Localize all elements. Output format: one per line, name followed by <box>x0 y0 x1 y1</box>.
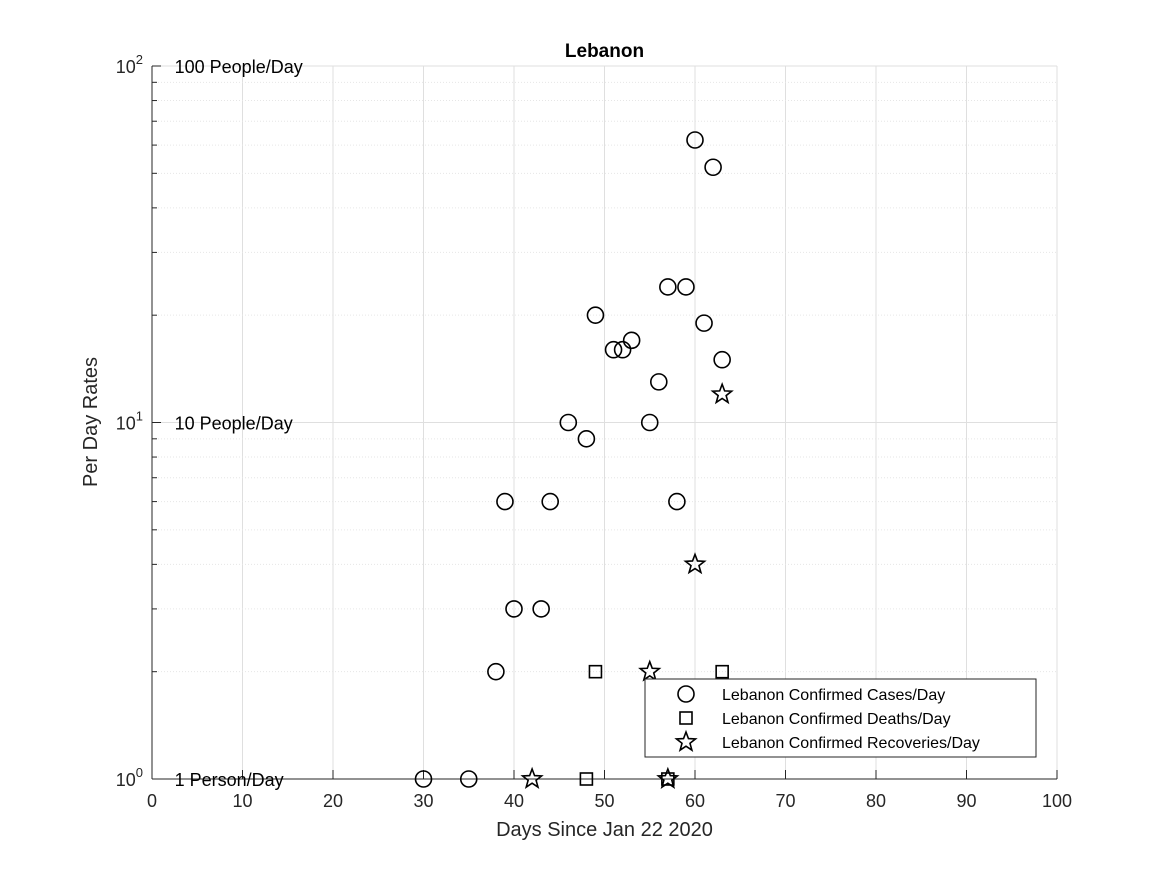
data-point-circle <box>613 340 632 359</box>
chart-title: Lebanon <box>565 41 644 62</box>
data-point-star <box>710 381 734 405</box>
data-point-star <box>638 659 662 682</box>
data-point-circle <box>668 492 686 511</box>
data-point-circle <box>640 413 659 432</box>
y-tick-label: 100 <box>116 765 143 790</box>
x-tick-label: 50 <box>594 791 614 811</box>
data-point-star <box>656 766 680 789</box>
data-point-circle <box>496 492 514 511</box>
data-point-circle <box>577 430 596 448</box>
x-tick-label: 60 <box>685 791 705 811</box>
data-point-circle <box>649 373 668 391</box>
data-point-circle <box>622 331 641 350</box>
legend-entry-label: Lebanon Confirmed Cases/Day <box>722 687 945 704</box>
y-tick-label: 102 <box>116 52 143 77</box>
x-axis-label: Days Since Jan 22 2020 <box>496 819 713 841</box>
x-tick-label: 40 <box>504 791 524 811</box>
x-tick-label: 30 <box>413 791 433 811</box>
data-point-circle <box>713 350 731 369</box>
x-tick-label: 100 <box>1042 791 1072 811</box>
data-point-star <box>520 766 544 789</box>
axes <box>151 65 1058 780</box>
data-point-circle <box>704 158 722 177</box>
data-point-circle <box>659 278 677 296</box>
series-star <box>520 381 734 789</box>
legend-entry-label: Lebanon Confirmed Recoveries/Day <box>722 735 980 752</box>
x-tick-label: 80 <box>866 791 886 811</box>
x-tick-label: 0 <box>147 791 157 811</box>
data-point-circle <box>686 131 704 149</box>
legend-marker-star <box>674 729 698 752</box>
legend: Lebanon Confirmed Cases/Day Lebanon Confi… <box>644 678 1037 758</box>
x-tick-label: 70 <box>775 791 795 811</box>
x-tick-label: 20 <box>323 791 343 811</box>
legend-box <box>644 678 1037 758</box>
x-tick-label: 90 <box>956 791 976 811</box>
annotation-label: 1 Person/Day <box>175 770 284 790</box>
x-tick-label: 10 <box>232 791 252 811</box>
data-point-circle <box>487 662 505 681</box>
data-point-square <box>579 772 594 786</box>
annotation-label: 10 People/Day <box>175 414 293 434</box>
y-tick-label: 101 <box>116 409 143 434</box>
legend-entry-label: Lebanon Confirmed Deaths/Day <box>722 711 951 728</box>
data-point-circle <box>677 278 695 296</box>
annotation-label: 100 People/Day <box>175 57 303 77</box>
data-point-circle <box>505 600 523 618</box>
data-point-circle <box>532 600 550 618</box>
legend-marker-circle <box>677 685 695 703</box>
data-point-circle <box>695 314 713 332</box>
tick-labels: 0 10 20 30 40 50 60 70 80 90 100 100 101 102 <box>116 52 1072 811</box>
legend-marker-square <box>679 711 693 725</box>
annotations: 100 People/Day 10 People/Day 1 Person/Day <box>175 57 303 790</box>
series-circle <box>414 131 731 788</box>
data-point-circle <box>559 413 578 432</box>
data-marks <box>414 131 734 789</box>
data-point-circle <box>604 340 623 359</box>
data-point-square <box>588 664 603 679</box>
data-point-circle <box>459 770 478 788</box>
data-point-circle <box>541 492 560 511</box>
data-point-circle <box>414 770 433 788</box>
y-axis-label: Per Day Rates <box>80 357 102 487</box>
grid <box>151 65 1058 780</box>
data-point-star <box>683 552 707 575</box>
data-point-square <box>715 664 729 679</box>
data-point-circle <box>586 306 605 324</box>
